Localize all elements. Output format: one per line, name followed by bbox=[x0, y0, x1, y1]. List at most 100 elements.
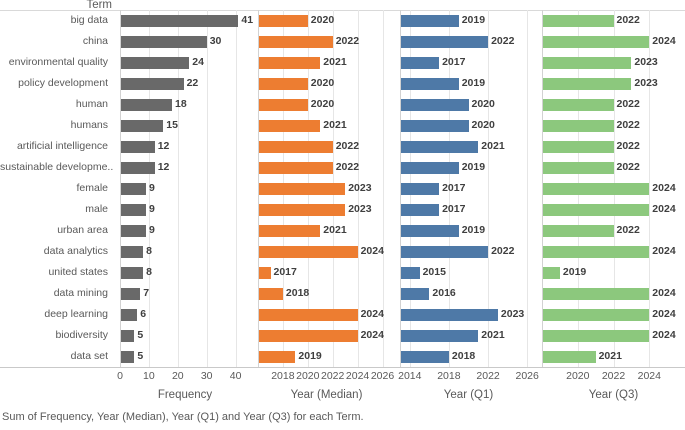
term-label: female bbox=[76, 182, 108, 194]
frequency-bar bbox=[121, 161, 155, 174]
frequency-bar bbox=[121, 329, 135, 342]
gridline bbox=[649, 10, 651, 367]
data-label: 2019 bbox=[298, 350, 322, 362]
frequency-bar bbox=[121, 287, 141, 300]
data-label: 2021 bbox=[481, 329, 505, 341]
year-q3--bar bbox=[543, 14, 614, 27]
year-q3--bar bbox=[543, 119, 614, 132]
data-label: 2019 bbox=[461, 161, 486, 173]
panel-frequency: 41 30 24 22 18 15 12 12 9 9 9 8 8 7 6 5 5 bbox=[120, 10, 254, 367]
year-q3--bar bbox=[543, 245, 650, 258]
year-median--bar bbox=[259, 266, 271, 279]
data-label: 9 bbox=[149, 224, 155, 236]
year-q3--bar bbox=[543, 35, 650, 48]
frequency-bar bbox=[121, 203, 146, 216]
data-label: 12 bbox=[157, 161, 170, 173]
gridline bbox=[357, 10, 359, 367]
term-label: environmental quality bbox=[8, 56, 108, 68]
year-median--bar bbox=[259, 56, 321, 69]
year-q1--bar bbox=[401, 35, 489, 48]
data-label: 2024 bbox=[652, 203, 676, 215]
gridline bbox=[527, 10, 529, 367]
data-label: 2022 bbox=[335, 140, 360, 152]
data-label: 5 bbox=[137, 350, 144, 362]
x-axis-line bbox=[0, 367, 685, 368]
year-median--bar bbox=[259, 161, 333, 174]
term-label: big data bbox=[70, 14, 108, 26]
gridline bbox=[206, 10, 208, 367]
data-label: 2019 bbox=[461, 224, 486, 236]
data-label: 2022 bbox=[616, 224, 640, 236]
data-label: 2024 bbox=[652, 329, 676, 341]
data-label: 2024 bbox=[360, 329, 384, 341]
data-label: 2021 bbox=[323, 224, 347, 236]
data-label: 2022 bbox=[491, 35, 515, 47]
year-q3--bar bbox=[543, 182, 650, 195]
data-label: 12 bbox=[157, 140, 170, 152]
data-label: 5 bbox=[137, 329, 144, 341]
term-label: deep learning bbox=[44, 308, 108, 320]
year-q3--bar bbox=[543, 77, 632, 90]
plot-top-border bbox=[0, 10, 685, 11]
frequency-bar bbox=[121, 245, 144, 258]
data-label: 2024 bbox=[360, 245, 384, 257]
data-label: 22 bbox=[186, 77, 199, 89]
axis-tick-label: 2020 bbox=[566, 370, 590, 382]
data-label: 2016 bbox=[432, 287, 456, 299]
frequency-bar bbox=[121, 140, 155, 153]
year-q1--bar bbox=[401, 308, 498, 321]
panel-year-q1-: 2019 2022 2017 2019 2020 2020 2021 2019 2017 2017… bbox=[400, 10, 537, 367]
data-label: 18 bbox=[175, 98, 187, 110]
data-label: 8 bbox=[146, 266, 152, 278]
year-median--bar bbox=[259, 14, 308, 27]
frequency-bar bbox=[121, 56, 190, 69]
year-q1--bar bbox=[401, 119, 469, 132]
year-q3--bar bbox=[543, 140, 614, 153]
data-label: 2021 bbox=[323, 56, 347, 68]
data-label: 2022 bbox=[335, 161, 360, 173]
term-column-header: Term bbox=[86, 0, 112, 11]
axis-tick-label: 0 bbox=[117, 370, 123, 382]
data-label: 2022 bbox=[491, 245, 515, 257]
data-label: 2020 bbox=[310, 98, 335, 110]
term-label: humans bbox=[70, 119, 108, 131]
data-label: 30 bbox=[209, 35, 222, 47]
term-label: policy development bbox=[18, 77, 108, 89]
year-q1--bar bbox=[401, 287, 430, 300]
gridline bbox=[177, 10, 179, 367]
data-label: 2022 bbox=[335, 35, 360, 47]
frequency-bar bbox=[121, 182, 146, 195]
axis-title: Year (Q1) bbox=[443, 389, 494, 401]
axis-tick-label: 20 bbox=[171, 370, 184, 382]
frequency-bar bbox=[121, 14, 239, 27]
data-label: 2021 bbox=[323, 119, 347, 131]
year-q1--bar bbox=[401, 14, 459, 27]
term-label: urban area bbox=[57, 224, 108, 236]
data-label: 2022 bbox=[616, 140, 640, 152]
year-q1--bar bbox=[401, 224, 459, 237]
data-label: 15 bbox=[166, 119, 178, 131]
year-q3--bar bbox=[543, 56, 632, 69]
data-label: 2020 bbox=[471, 98, 495, 110]
data-label: 24 bbox=[192, 56, 204, 68]
year-q3--bar bbox=[543, 350, 596, 363]
year-median--bar bbox=[259, 98, 308, 111]
axis-title: Year (Q3) bbox=[588, 389, 639, 401]
year-q1--bar bbox=[401, 245, 489, 258]
year-median--bar bbox=[259, 245, 358, 258]
year-median--bar bbox=[259, 329, 358, 342]
year-median--bar bbox=[259, 140, 333, 153]
year-q1--bar bbox=[401, 182, 440, 195]
axis-tick-label: 10 bbox=[143, 370, 155, 382]
axis-tick-label: 2024 bbox=[345, 370, 370, 382]
year-q3--bar bbox=[543, 203, 650, 216]
year-median--bar bbox=[259, 119, 321, 132]
x-axis-tick-labels: 0 10 20 30 40 2018 2020 2022 2024 2026 2014 2018 202… bbox=[0, 370, 685, 384]
data-label: 2017 bbox=[442, 203, 466, 215]
data-label: 2023 bbox=[634, 77, 658, 89]
data-label: 2017 bbox=[273, 266, 297, 278]
term-labels-column: big data china environmental quality policy… bbox=[0, 10, 114, 367]
year-q1--bar bbox=[401, 329, 479, 342]
data-label: 41 bbox=[241, 14, 254, 26]
frequency-bar bbox=[121, 98, 172, 111]
